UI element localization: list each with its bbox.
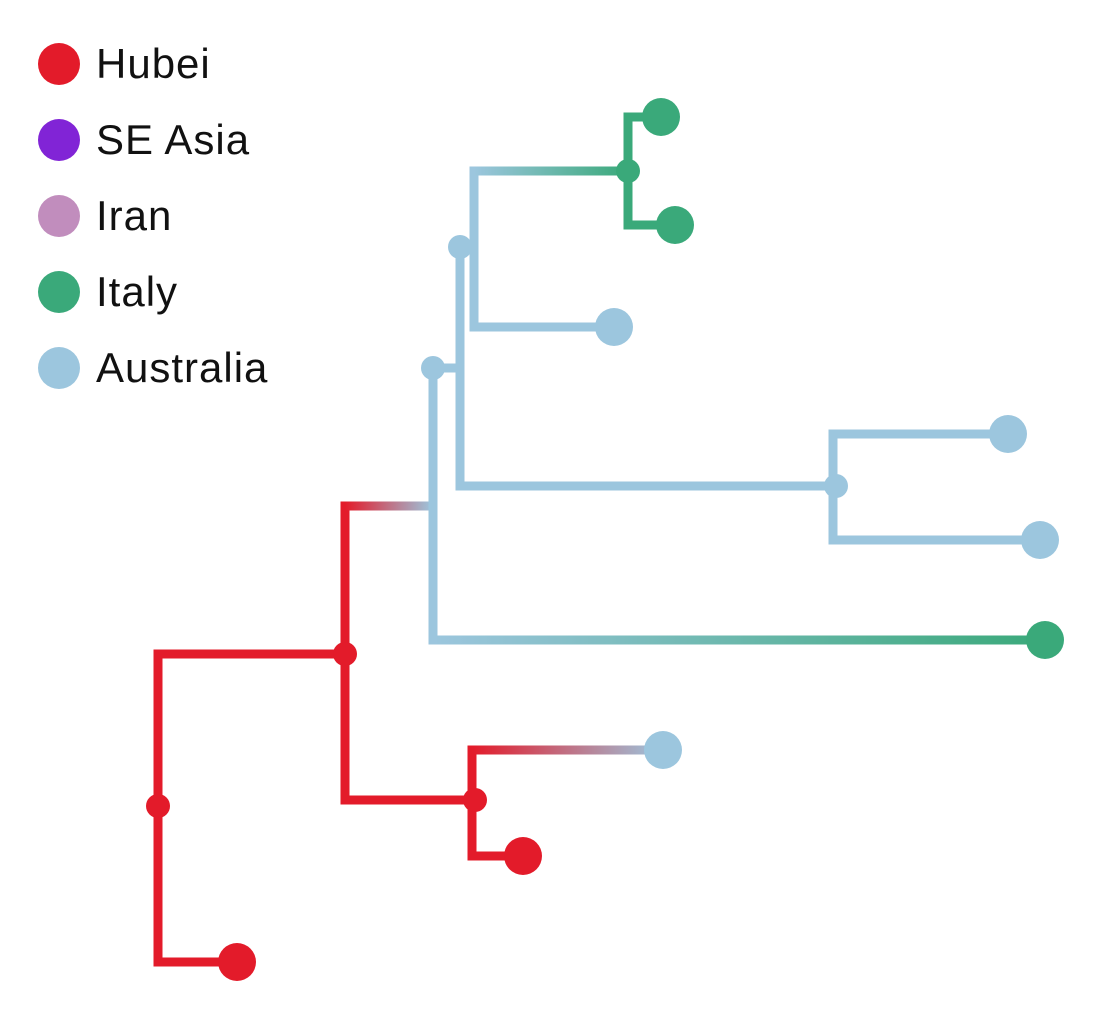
legend-label-se-asia: SE Asia: [96, 116, 251, 163]
legend-item-se-asia: SE Asia: [38, 102, 358, 178]
internal-node-aus-clade-3: [824, 474, 848, 498]
tree-nodes: [146, 98, 1064, 981]
internal-node-aus-clade-2: [448, 235, 472, 259]
tip-node-hubei-tip-1: [218, 943, 256, 981]
legend-label-australia: Australia: [96, 344, 269, 391]
legend-item-italy: Italy: [38, 254, 358, 330]
internal-node-root: [146, 794, 170, 818]
tip-node-italy-tip-3: [1026, 621, 1064, 659]
internal-node-clade-a: [333, 642, 357, 666]
tip-node-hubei-tip-2: [504, 837, 542, 875]
legend-item-hubei: Hubei: [38, 26, 358, 102]
italy-color-dot: [38, 271, 80, 313]
tip-node-italy-tip-2: [656, 206, 694, 244]
legend-item-iran: Iran: [38, 178, 358, 254]
legend-label-hubei: Hubei: [96, 40, 211, 87]
tip-node-aus-tip-4: [644, 731, 682, 769]
hubei-color-dot: [38, 43, 80, 85]
iran-color-dot: [38, 195, 80, 237]
tip-node-aus-tip-2: [989, 415, 1027, 453]
legend-item-australia: Australia: [38, 330, 358, 406]
internal-node-aus-clade-1: [421, 356, 445, 380]
tip-node-aus-tip-1: [595, 308, 633, 346]
legend-label-italy: Italy: [96, 268, 179, 315]
australia-color-dot: [38, 347, 80, 389]
tip-node-aus-tip-3: [1021, 521, 1059, 559]
internal-node-hubei-sub: [463, 788, 487, 812]
tip-node-italy-tip-1: [642, 98, 680, 136]
legend-label-iran: Iran: [96, 192, 173, 239]
se-asia-color-dot: [38, 119, 80, 161]
internal-node-italy-clade: [616, 159, 640, 183]
legend: Hubei SE Asia Iran Italy Australia: [38, 26, 358, 406]
